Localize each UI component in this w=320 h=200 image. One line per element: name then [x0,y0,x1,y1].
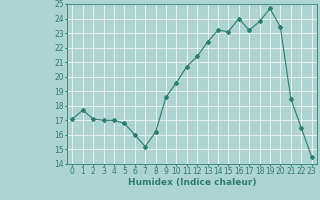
X-axis label: Humidex (Indice chaleur): Humidex (Indice chaleur) [128,178,256,187]
